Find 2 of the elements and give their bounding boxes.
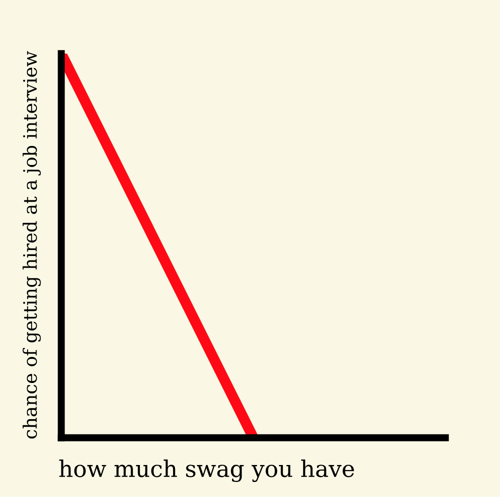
y-axis-title: chance of getting hired at a job interview: [22, 51, 41, 439]
x-axis-title: how much swag you have: [59, 460, 354, 482]
